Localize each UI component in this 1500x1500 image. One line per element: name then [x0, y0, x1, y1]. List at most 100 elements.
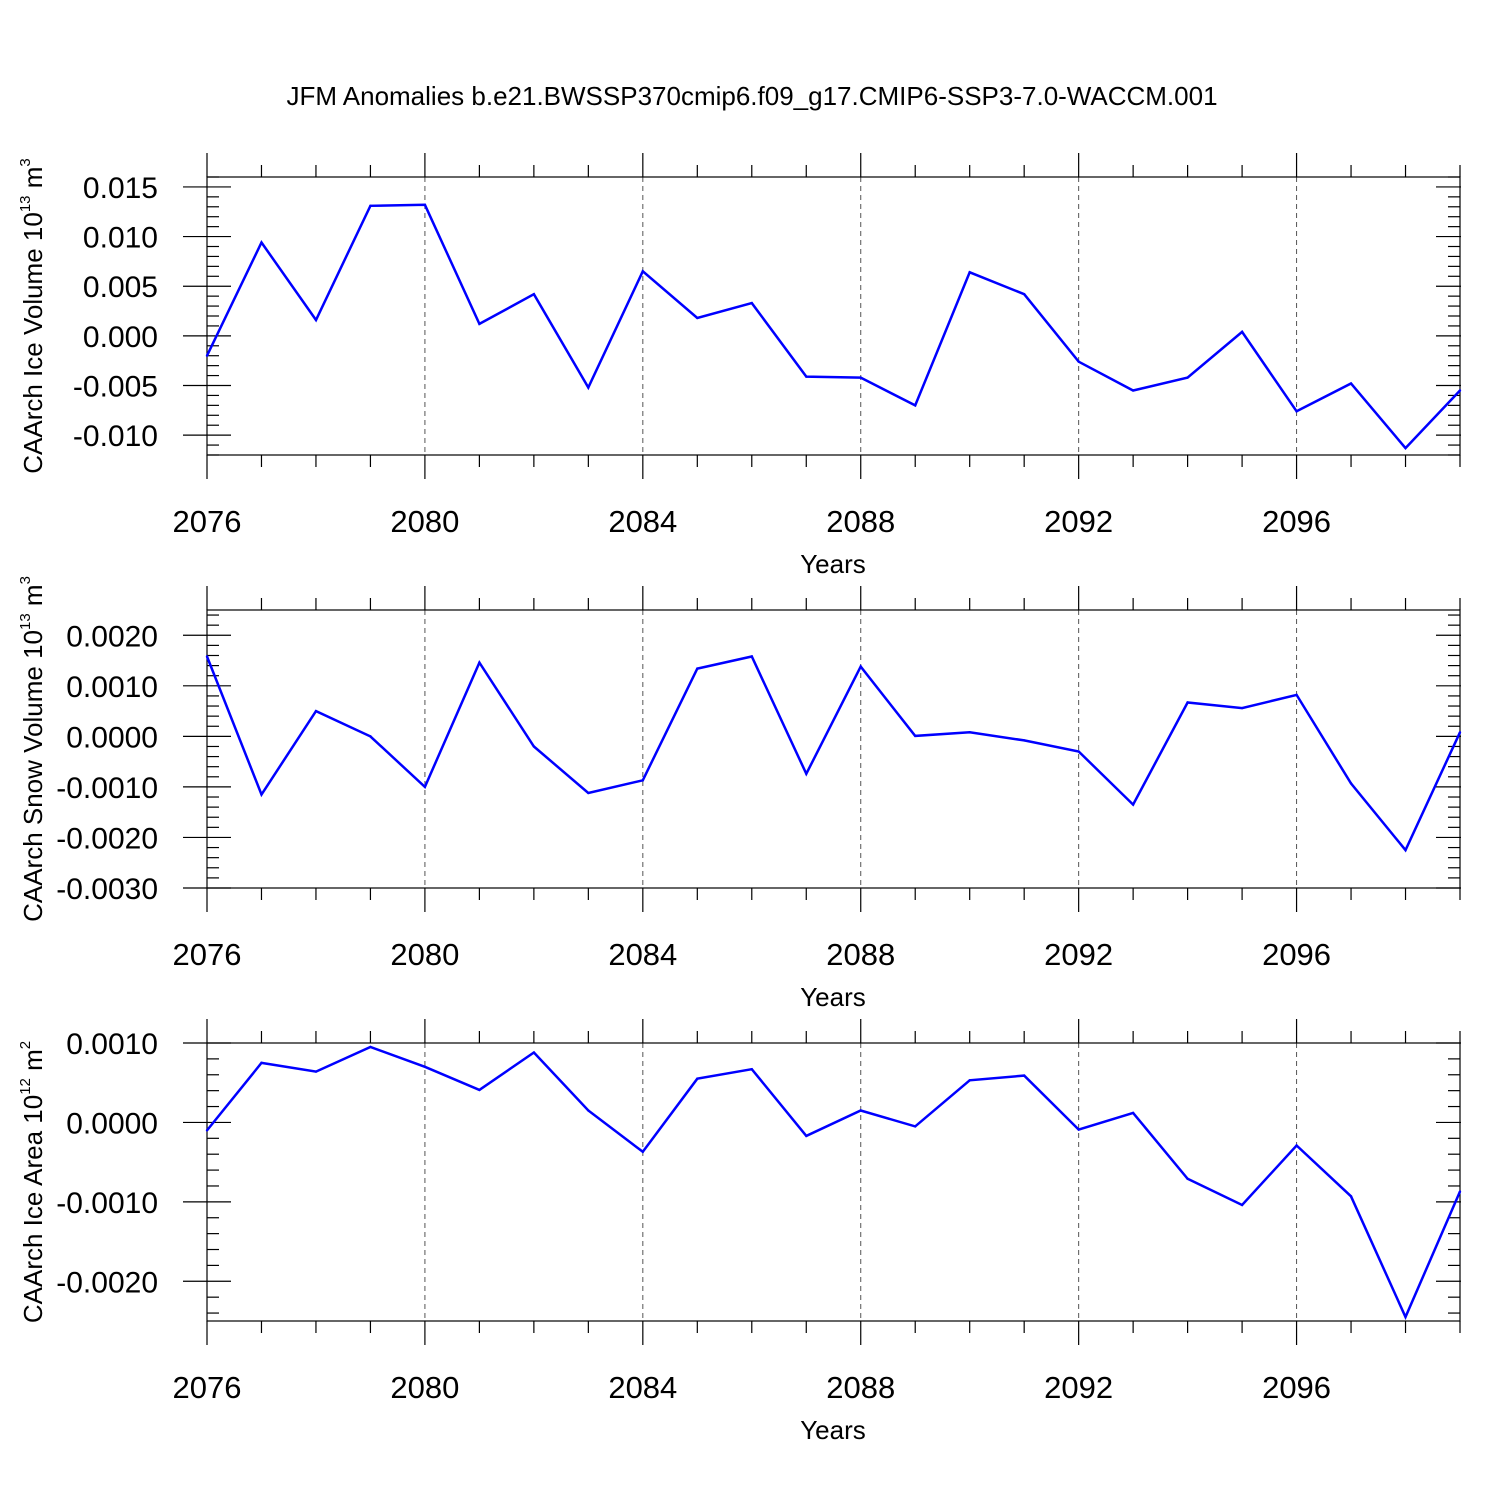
- data-point: [1077, 750, 1080, 753]
- data-point: [423, 1065, 427, 1069]
- data-point: [1295, 693, 1298, 697]
- data-point: [750, 301, 753, 305]
- data-point: [859, 376, 862, 379]
- y-axis-label-unit: m: [18, 167, 48, 196]
- panel-1: 2076 2080 2084 2088 2092 2096 Years -0.010 -0.00…: [17, 153, 1462, 579]
- x-tick-label: 2084: [608, 937, 677, 972]
- x-tick-label: 2096: [1262, 937, 1331, 972]
- panel-2: 2076 2080 2084 2088 2092 2096 Years -0.0030 -0.0…: [17, 576, 1462, 1012]
- data-point: [314, 318, 318, 322]
- data-point: [696, 1077, 699, 1080]
- plot-frame: [206, 1042, 1461, 1322]
- data-point: [1349, 782, 1353, 785]
- data-point: [587, 791, 590, 795]
- data-point: [314, 1070, 318, 1073]
- data-point: [1022, 739, 1026, 742]
- data-point: [1022, 292, 1026, 296]
- y-tick-label: -0.010: [73, 420, 158, 453]
- data-point: [369, 1045, 372, 1049]
- y-tick-label: -0.0010: [56, 1187, 158, 1220]
- data-point: [478, 1088, 481, 1092]
- data-point: [1131, 1111, 1135, 1115]
- y-axis-label-exponent: 13: [17, 613, 34, 630]
- x-tick-label: 2084: [608, 1370, 677, 1405]
- data-point: [260, 793, 263, 796]
- y-tick-label: 0.0000: [66, 721, 158, 754]
- data-point: [1022, 1074, 1026, 1077]
- data-point: [1077, 360, 1080, 363]
- x-tick-label: 2076: [173, 937, 242, 972]
- y-tick-label: -0.0020: [56, 822, 158, 855]
- x-tick-label: 2088: [826, 1370, 895, 1405]
- y-tick-label: 0.015: [83, 172, 158, 205]
- data-point: [1295, 410, 1298, 413]
- plot-frame: [206, 609, 1461, 889]
- y-tick-label: 0.0010: [66, 1028, 158, 1061]
- data-point: [805, 375, 808, 378]
- data-point: [859, 665, 862, 668]
- data-point: [1295, 1144, 1298, 1147]
- data-point: [1131, 803, 1135, 806]
- data-point: [532, 292, 536, 296]
- data-point: [1349, 1195, 1353, 1198]
- data-point: [1404, 848, 1407, 852]
- data-point: [587, 386, 590, 389]
- data-point: [1186, 1177, 1189, 1181]
- data-point: [914, 404, 917, 407]
- x-tick-label: 2076: [173, 1370, 242, 1405]
- data-point: [750, 1068, 753, 1071]
- data-point: [1404, 446, 1407, 450]
- data-point: [587, 1109, 590, 1112]
- panel-3: 2076 2080 2084 2088 2092 2096 Years -0.0020 -0.0…: [17, 1019, 1462, 1445]
- x-tick-label: 2088: [826, 937, 895, 972]
- data-point: [1349, 382, 1353, 385]
- y-tick-label: 0.010: [83, 222, 158, 255]
- data-point: [1404, 1315, 1407, 1319]
- y-axis-label-unit-exponent: 3: [17, 158, 34, 166]
- data-point: [260, 241, 263, 244]
- x-tick-label: 2088: [826, 504, 895, 539]
- y-axis-label: CAArch Ice Volume 1013 m3: [17, 158, 48, 474]
- y-tick-label: 0.0020: [66, 620, 158, 653]
- x-axis-label: Years: [800, 549, 866, 579]
- data-point: [641, 270, 645, 273]
- data-point: [914, 734, 917, 738]
- data-point: [205, 354, 209, 357]
- x-tick-label: 2076: [173, 504, 242, 539]
- y-axis-label: CAArch Ice Area 1012 m2: [17, 1041, 48, 1323]
- data-point: [423, 785, 427, 789]
- y-tick-label: -0.005: [73, 371, 158, 404]
- y-tick-label: 0.000: [83, 321, 158, 354]
- data-point: [532, 745, 536, 748]
- y-axis-label: CAArch Snow Volume 1013 m3: [17, 576, 48, 922]
- data-point: [1458, 1190, 1462, 1193]
- data-point: [478, 322, 481, 326]
- data-point: [805, 772, 808, 775]
- y-tick-label: -0.0020: [56, 1266, 158, 1299]
- data-point: [805, 1134, 808, 1138]
- x-tick-label: 2092: [1044, 1370, 1113, 1405]
- data-point: [532, 1051, 536, 1054]
- data-point: [641, 779, 645, 782]
- x-tick-label: 2096: [1262, 1370, 1331, 1405]
- data-point: [914, 1125, 917, 1128]
- x-tick-label: 2084: [608, 504, 677, 539]
- data-point: [1240, 706, 1244, 710]
- data-point: [968, 271, 971, 274]
- y-tick-label: 0.0010: [66, 671, 158, 704]
- data-point: [1458, 389, 1462, 392]
- y-axis-label-exponent: 12: [17, 1078, 34, 1095]
- series-line: [206, 1045, 1462, 1321]
- x-tick-label: 2092: [1044, 937, 1113, 972]
- data-point: [260, 1061, 263, 1065]
- y-axis-label-unit-exponent: 3: [17, 576, 34, 584]
- y-axis-label-text: CAArch Ice Area 10: [18, 1095, 48, 1323]
- y-axis-label-unit: m: [18, 1049, 48, 1078]
- data-point: [696, 316, 699, 320]
- data-point: [1186, 701, 1189, 704]
- y-tick-label: -0.0010: [56, 772, 158, 805]
- y-tick-label: 0.005: [83, 271, 158, 304]
- x-axis-label: Years: [800, 982, 866, 1012]
- y-tick-label: -0.0030: [56, 873, 158, 906]
